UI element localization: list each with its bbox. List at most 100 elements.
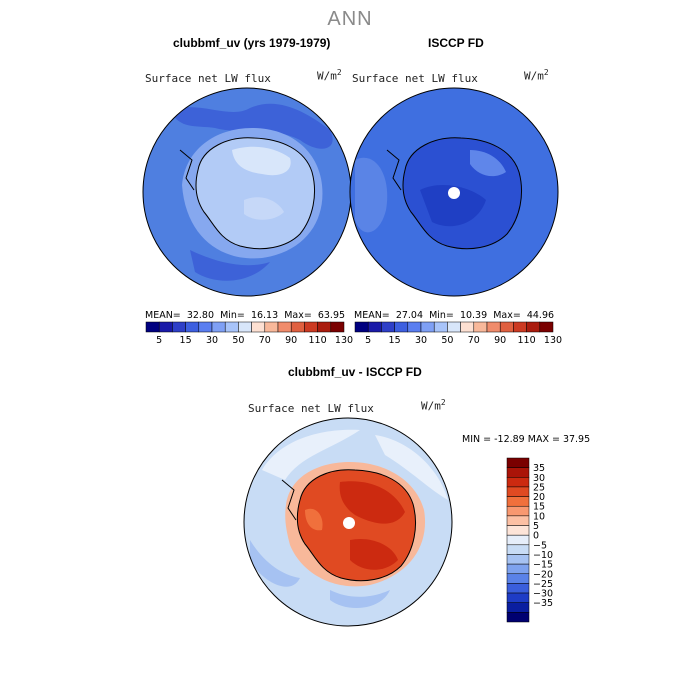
diff-colorbar-tick-label: −30 <box>533 589 553 600</box>
diff-colorbar-swatch <box>506 602 530 613</box>
obs-colorbar-tick-label: 50 <box>441 335 453 346</box>
diff-panel-title: clubbmf_uv - ISCCP FD <box>288 365 422 379</box>
diff-colorbar-tick-label: 15 <box>533 502 545 513</box>
diff-map-border <box>243 417 453 627</box>
model-colorbar-swatch <box>251 321 266 333</box>
obs-colorbar-swatch <box>367 321 382 333</box>
diff-colorbar-tick-label: 5 <box>533 521 539 532</box>
diff-colorbar-swatch <box>506 583 530 594</box>
obs-continent-light-patch <box>470 150 506 177</box>
model-continent-outline <box>179 137 315 250</box>
obs-panel-title: ISCCP FD <box>428 36 484 50</box>
diff-colorbar-swatch <box>506 573 530 584</box>
model-colorbar-tick-label: 30 <box>206 335 218 346</box>
model-colorbar-swatch <box>304 321 318 333</box>
diff-colorbar-swatch <box>506 486 530 497</box>
diff-colorbar-tick-label: 25 <box>533 482 545 493</box>
model-colorbar-swatch <box>330 321 345 333</box>
page-title: ANN <box>327 8 373 30</box>
obs-map <box>349 87 559 297</box>
model-colorbar-swatch <box>290 321 305 333</box>
diff-colorbar-tick-label: −15 <box>533 560 553 571</box>
obs-colorbar-swatch <box>513 321 527 333</box>
model-colorbar-swatch <box>277 321 292 333</box>
obs-colorbar-swatch <box>433 321 448 333</box>
diff-continent-dark-patch <box>350 538 398 570</box>
obs-colorbar-tick-label: 90 <box>494 335 506 346</box>
obs-map-border <box>349 87 559 297</box>
model-colorbar-swatch <box>317 321 332 333</box>
obs-colorbar-swatch <box>407 321 422 333</box>
model-colorbar-tick-label: 90 <box>285 335 297 346</box>
diff-continent-light-patch <box>305 508 323 531</box>
model-continent-light-patch <box>244 197 284 220</box>
obs-continent-outline <box>386 137 522 250</box>
diff-stats: MIN = -12.89 MAX = 37.95 <box>462 434 591 445</box>
model-units-label: W/m2 <box>317 68 342 83</box>
diff-colorbar-swatch <box>506 457 530 468</box>
diff-colorbar-swatch <box>506 496 530 507</box>
obs-colorbar: 5 15 30 50 70 90 110 130 <box>354 321 562 346</box>
model-colorbar-tick-label: 5 <box>156 335 162 346</box>
diff-colorbar-tick-label: 20 <box>533 492 545 503</box>
obs-continent-dark-patch <box>420 185 486 227</box>
obs-stats: MEAN= 27.04 Min= 10.39 Max= 44.96 <box>354 310 555 321</box>
obs-colorbar-tick-label: 15 <box>389 335 401 346</box>
model-colorbar-tick-label: 50 <box>232 335 244 346</box>
diff-colorbar-tick-label: −5 <box>533 540 547 551</box>
model-colorbar-swatch <box>172 321 186 333</box>
model-colorbar-swatch <box>211 321 226 333</box>
diff-ocean-blue-patch <box>330 590 390 609</box>
obs-colorbar-tick-label: 130 <box>544 335 562 346</box>
obs-colorbar-swatch <box>486 321 501 333</box>
obs-colorbar-tick-label: 5 <box>365 335 371 346</box>
diff-colorbar-swatch <box>506 563 530 575</box>
obs-colorbar-swatch <box>499 321 514 333</box>
model-map <box>142 87 352 297</box>
diff-colorbar-swatch <box>506 505 530 517</box>
obs-units-label: W/m2 <box>524 68 549 83</box>
diff-ocean-blue-patch <box>250 540 300 587</box>
diff-colorbar-tick-label: 30 <box>533 473 545 484</box>
diff-colorbar-tick-label: 10 <box>533 511 545 522</box>
diff-colorbar-swatch <box>506 525 530 536</box>
diff-colorbar-swatch <box>506 592 530 603</box>
obs-colorbar-tick-label: 30 <box>415 335 427 346</box>
obs-colorbar-tick-label: 70 <box>468 335 480 346</box>
diff-continent-outline <box>281 469 416 582</box>
model-colorbar-tick-label: 15 <box>180 335 192 346</box>
diff-ocean-white-patch <box>375 435 448 500</box>
model-continent-light-patch <box>232 146 291 176</box>
model-colorbar-tick-label: 70 <box>259 335 271 346</box>
model-colorbar-swatch <box>198 321 213 333</box>
model-panel-title: clubbmf_uv (yrs 1979-1979) <box>173 36 331 50</box>
obs-colorbar-swatch <box>526 321 541 333</box>
diff-ocean-white-patch <box>262 429 360 480</box>
obs-colorbar-swatch <box>381 321 395 333</box>
model-colorbar-swatch <box>158 321 173 333</box>
model-colorbar: 5 15 30 50 70 90 110 130 <box>145 321 353 346</box>
diff-colorbar-swatch <box>506 467 530 478</box>
diff-map <box>243 417 453 627</box>
model-ocean-dark-patch <box>190 250 270 281</box>
model-stats: MEAN= 32.80 Min= 16.13 Max= 63.95 <box>145 310 346 321</box>
obs-colorbar-swatch <box>354 321 369 333</box>
obs-pole-hole <box>448 187 460 199</box>
diff-pole-hole <box>343 517 355 529</box>
diff-colorbar-swatch <box>506 554 530 565</box>
model-colorbar-swatch <box>264 321 279 333</box>
obs-colorbar-swatch <box>420 321 435 333</box>
model-colorbar-swatch <box>145 321 160 333</box>
obs-colorbar-swatch <box>539 321 554 333</box>
diff-colorbar-swatch <box>506 534 530 546</box>
diff-colorbar-swatch <box>506 515 530 526</box>
obs-colorbar-swatch <box>473 321 488 333</box>
diff-colorbar-swatch <box>506 612 530 623</box>
model-colorbar-swatch <box>238 321 252 333</box>
model-colorbar-swatch <box>185 321 200 333</box>
diff-colorbar-tick-label: −35 <box>533 598 553 609</box>
obs-variable-label: Surface net LW flux <box>352 72 478 85</box>
diff-colorbar-tick-label: −25 <box>533 579 553 590</box>
